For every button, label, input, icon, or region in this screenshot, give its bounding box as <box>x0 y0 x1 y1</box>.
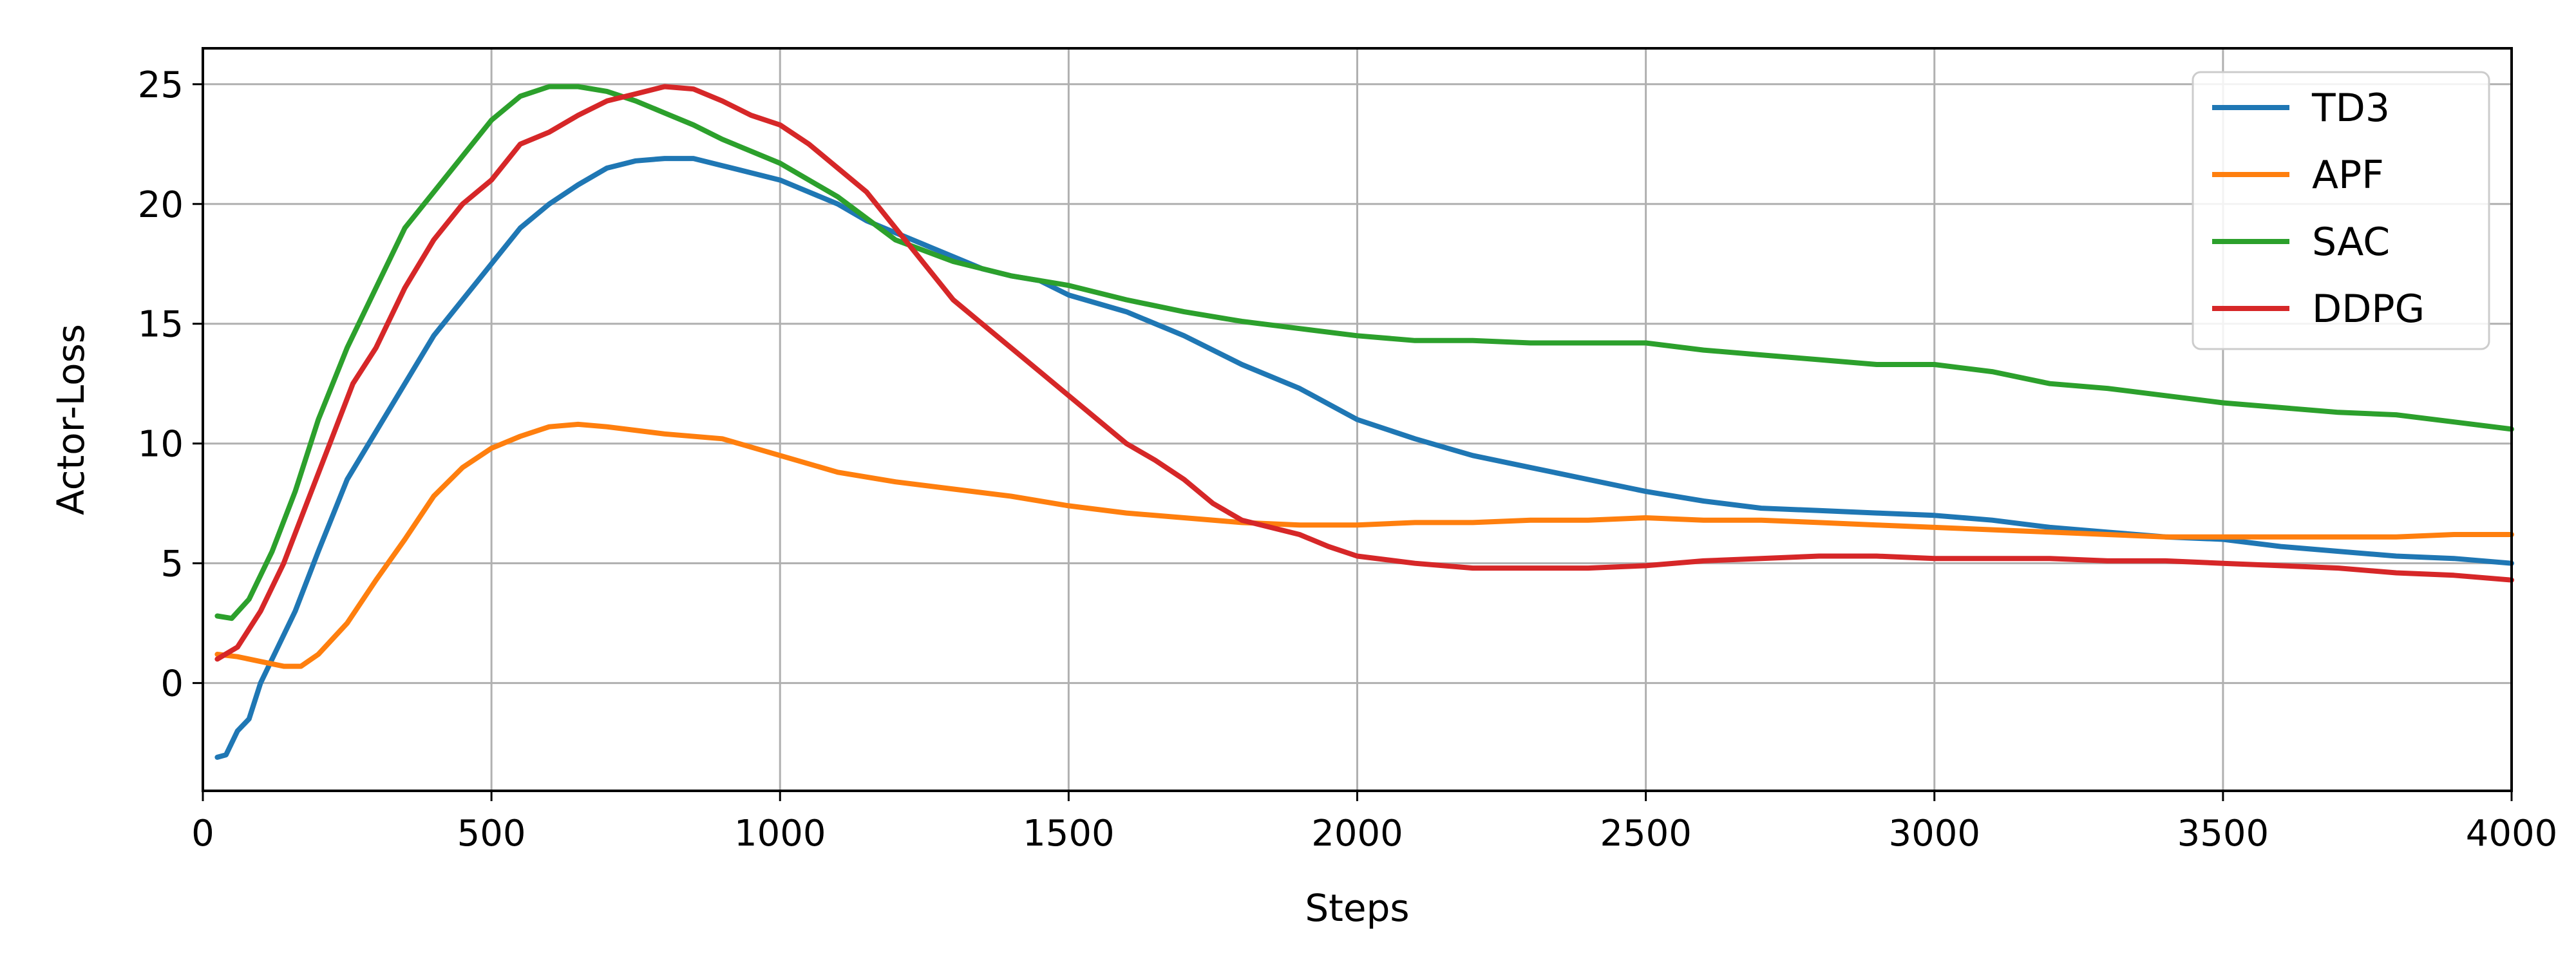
ticks: 0 500 1000 1500 2000 2500 3000 3500 4000 0 5 10 15 20… <box>138 64 2558 855</box>
series-line-apf <box>214 421 2514 669</box>
x-tick-label: 500 <box>457 813 526 855</box>
legend-label: SAC <box>2312 220 2390 265</box>
y-tick-label: 25 <box>138 64 184 106</box>
legend-box <box>2192 71 2490 350</box>
legend-label: TD3 <box>2311 86 2390 131</box>
series-line-ddpg <box>214 84 2514 662</box>
series-layer <box>214 84 2514 760</box>
legend-label: DDPG <box>2312 287 2425 332</box>
y-tick-label: 0 <box>160 663 184 705</box>
y-tick-label: 5 <box>160 544 184 585</box>
x-tick-label: 2500 <box>1600 813 1692 855</box>
x-tick-label: 2000 <box>1311 813 1403 855</box>
x-tick-label: 1000 <box>734 813 826 855</box>
x-tick-label: 0 <box>191 813 214 855</box>
y-tick-label: 20 <box>138 184 184 226</box>
x-tick-label: 4000 <box>2466 813 2558 855</box>
legend-label: APF <box>2312 153 2384 198</box>
x-tick-label: 3000 <box>1888 813 1980 855</box>
y-axis-label: Actor-Loss <box>49 324 93 515</box>
y-tick-label: 15 <box>138 304 184 346</box>
series-line-td3 <box>214 156 2514 760</box>
series-line-sac <box>214 84 2514 621</box>
y-tick-label: 10 <box>138 424 184 466</box>
legend: TD3 APF SAC DDPG <box>2192 71 2490 350</box>
x-axis-label: Steps <box>1305 886 1409 930</box>
x-tick-label: 3500 <box>2177 813 2269 855</box>
x-tick-label: 1500 <box>1023 813 1115 855</box>
